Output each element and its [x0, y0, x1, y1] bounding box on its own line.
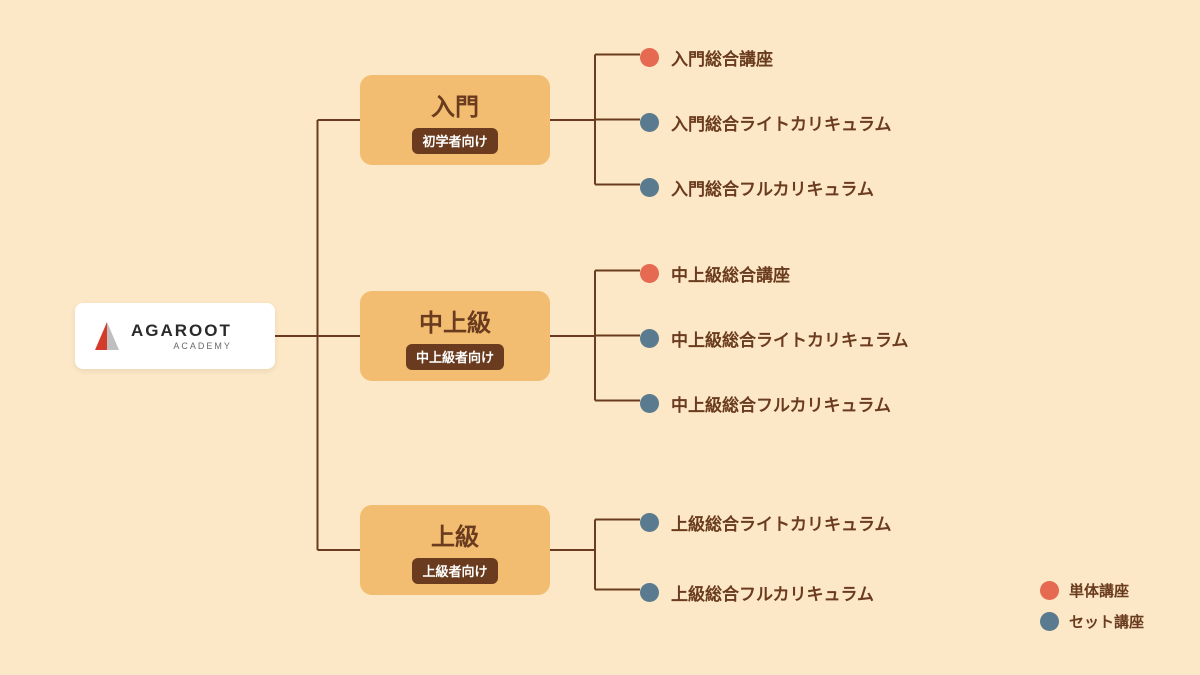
- dot-set-icon: [640, 513, 659, 532]
- legend-row: セット講座: [1040, 611, 1144, 632]
- course-label: 上級総合フルカリキュラム: [671, 580, 874, 605]
- level-box-beginner: 入門初学者向け: [360, 75, 550, 165]
- level-tag: 初学者向け: [412, 128, 497, 154]
- level-box-intermediate: 中上級中上級者向け: [360, 291, 550, 381]
- logo-subtext: ACADEMY: [131, 342, 232, 351]
- dot-set-icon: [640, 394, 659, 413]
- level-tag: 中上級者向け: [406, 344, 504, 370]
- course-label: 中上級総合講座: [671, 261, 790, 286]
- dot-set-icon: [640, 583, 659, 602]
- dot-single-icon: [640, 264, 659, 283]
- course-label: 入門総合ライトカリキュラム: [671, 110, 892, 135]
- logo-mark-icon: [93, 320, 121, 352]
- legend-label: 単体講座: [1069, 580, 1129, 601]
- dot-set-icon: [1040, 612, 1059, 631]
- course-item: 上級総合フルカリキュラム: [640, 580, 874, 605]
- logo-card: AGAROOT ACADEMY: [75, 303, 275, 369]
- course-item: 中上級総合ライトカリキュラム: [640, 326, 909, 351]
- course-label: 中上級総合フルカリキュラム: [671, 391, 891, 416]
- course-label: 入門総合講座: [671, 45, 773, 70]
- level-title: 入門: [431, 87, 479, 122]
- course-item: 入門総合フルカリキュラム: [640, 175, 874, 200]
- dot-set-icon: [640, 329, 659, 348]
- dot-set-icon: [640, 178, 659, 197]
- course-item: 上級総合ライトカリキュラム: [640, 510, 892, 535]
- logo-text: AGAROOT ACADEMY: [131, 322, 232, 351]
- level-title: 上級: [431, 517, 479, 552]
- course-label: 中上級総合ライトカリキュラム: [671, 326, 909, 351]
- course-item: 中上級総合フルカリキュラム: [640, 391, 891, 416]
- level-title: 中上級: [419, 303, 491, 338]
- course-label: 入門総合フルカリキュラム: [671, 175, 874, 200]
- course-item: 中上級総合講座: [640, 261, 790, 286]
- dot-single-icon: [640, 48, 659, 67]
- course-item: 入門総合講座: [640, 45, 773, 70]
- course-item: 入門総合ライトカリキュラム: [640, 110, 892, 135]
- diagram-canvas: AGAROOT ACADEMY 入門初学者向け 入門総合講座入門総合ライトカリキュラム…: [0, 0, 1200, 675]
- course-label: 上級総合ライトカリキュラム: [671, 510, 892, 535]
- dot-set-icon: [640, 113, 659, 132]
- legend-row: 単体講座: [1040, 580, 1144, 601]
- level-tag: 上級者向け: [412, 558, 497, 584]
- legend-label: セット講座: [1069, 611, 1144, 632]
- logo-brand: AGAROOT: [131, 322, 232, 339]
- dot-single-icon: [1040, 581, 1059, 600]
- legend: 単体講座セット講座: [1040, 580, 1144, 632]
- level-box-advanced: 上級上級者向け: [360, 505, 550, 595]
